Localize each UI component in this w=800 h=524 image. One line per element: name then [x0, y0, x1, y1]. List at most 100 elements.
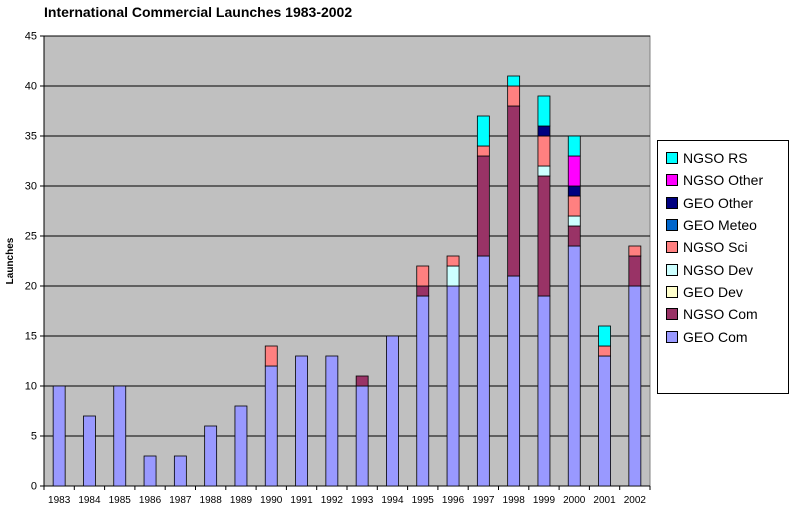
- bar-segment: [628, 245, 642, 257]
- bar-segment: [355, 385, 369, 487]
- x-tick-label: 1985: [109, 495, 132, 506]
- bar-segment: [476, 145, 490, 157]
- bar-segment: [446, 255, 460, 267]
- x-tick-label: 1990: [260, 495, 283, 506]
- bar-segment: [476, 115, 490, 147]
- bar-segment: [567, 185, 581, 197]
- bar-segment: [567, 155, 581, 187]
- bar-segment: [416, 295, 430, 487]
- y-tick-label: 20: [25, 281, 37, 293]
- x-tick-label: 1989: [230, 495, 253, 506]
- bar-segment: [537, 135, 551, 167]
- bar-segment: [446, 265, 460, 287]
- bar-segment: [264, 345, 278, 367]
- bar-segment: [628, 255, 642, 287]
- bar-segment: [264, 365, 278, 487]
- x-tick-label: 1993: [351, 495, 374, 506]
- legend-item: GEO Meteo: [658, 214, 788, 236]
- legend-item: NGSO Dev: [658, 258, 788, 280]
- x-tick-label: 1987: [169, 495, 192, 506]
- bar-segment: [537, 165, 551, 177]
- y-tick-label: 0: [31, 481, 37, 493]
- bar-segment: [567, 135, 581, 157]
- chart-legend: NGSO RS NGSO Other GEO Other GEO Meteo NGSO …: [657, 140, 789, 394]
- legend-label: GEO Dev: [683, 283, 743, 300]
- y-tick-label: 25: [25, 231, 37, 243]
- legend-swatch: [666, 285, 678, 298]
- bar-segment: [507, 275, 521, 487]
- bar-segment: [52, 385, 66, 487]
- legend-label: NGSO RS: [683, 150, 748, 167]
- chart-title: International Commercial Launches 1983-2…: [44, 4, 353, 20]
- bar-segment: [567, 245, 581, 487]
- bar-segment: [325, 355, 339, 487]
- y-tick-label: 45: [25, 31, 37, 43]
- legend-label: NGSO Sci: [683, 239, 748, 256]
- legend-swatch: [666, 219, 678, 232]
- y-tick-label: 35: [25, 131, 37, 143]
- bar-segment: [537, 125, 551, 137]
- bar-segment: [83, 415, 96, 487]
- legend-swatch: [666, 152, 678, 165]
- bar-segment: [416, 265, 430, 287]
- legend-swatch: [666, 196, 678, 209]
- bar-segment: [507, 75, 521, 87]
- legend-item: NGSO Other: [658, 169, 788, 191]
- x-tick-label: 1997: [472, 495, 495, 506]
- bar-segment: [173, 455, 187, 487]
- bar-segment: [537, 295, 551, 487]
- legend-item: NGSO Sci: [658, 236, 788, 258]
- bar-segment: [204, 425, 218, 487]
- x-tick-label: 1994: [381, 495, 404, 506]
- legend-swatch: [666, 308, 678, 321]
- bar-segment: [143, 455, 157, 487]
- bar-segment: [628, 285, 642, 487]
- legend-swatch: [666, 263, 678, 276]
- legend-item: GEO Dev: [658, 281, 788, 303]
- bar-segment: [507, 85, 521, 107]
- y-tick-label: 10: [25, 381, 37, 393]
- legend-swatch: [666, 330, 678, 343]
- bar-segment: [567, 195, 581, 217]
- bar-segment: [537, 175, 551, 297]
- bar-segment: [567, 215, 581, 227]
- y-tick-label: 5: [31, 431, 37, 443]
- x-tick-label: 1983: [48, 495, 71, 506]
- legend-item: GEO Other: [658, 192, 788, 214]
- y-axis-label: Launches: [5, 237, 16, 284]
- x-tick-label: 1996: [442, 495, 465, 506]
- x-tick-label: 1995: [412, 495, 435, 506]
- bar-segment: [507, 105, 521, 277]
- legend-swatch: [666, 241, 678, 254]
- y-tick-label: 15: [25, 331, 37, 343]
- y-tick-label: 30: [25, 181, 37, 193]
- bar-segment: [386, 335, 399, 487]
- legend-item: NGSO RS: [658, 147, 788, 169]
- x-tick-label: 1988: [200, 495, 223, 506]
- bar-segment: [598, 325, 611, 347]
- legend-label: GEO Com: [683, 328, 748, 345]
- bar-segment: [446, 285, 460, 487]
- x-tick-label: 1999: [533, 495, 556, 506]
- legend-label: NGSO Other: [683, 172, 764, 189]
- legend-label: NGSO Dev: [683, 261, 754, 278]
- bar-segment: [476, 155, 490, 257]
- bar-segment: [567, 225, 581, 247]
- bar-segment: [234, 405, 248, 487]
- bar-segment: [113, 385, 127, 487]
- legend-swatch: [666, 174, 678, 187]
- x-tick-label: 2001: [593, 495, 616, 506]
- legend-label: NGSO Com: [683, 306, 758, 323]
- x-tick-label: 2000: [563, 495, 586, 506]
- x-tick-label: 1991: [290, 495, 313, 506]
- legend-item: NGSO Com: [658, 303, 788, 325]
- x-tick-label: 1992: [321, 495, 344, 506]
- y-tick-label: 40: [25, 81, 37, 93]
- bar-segment: [295, 355, 308, 487]
- legend-label: GEO Other: [683, 194, 754, 211]
- plot-area: [43, 35, 651, 487]
- x-tick-label: 1986: [139, 495, 162, 506]
- bar-segment: [416, 285, 430, 297]
- x-tick-label: 1998: [503, 495, 526, 506]
